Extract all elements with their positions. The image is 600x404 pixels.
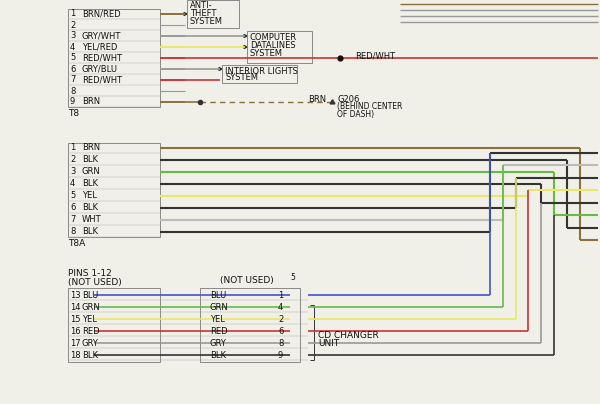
Text: GRN: GRN	[210, 303, 229, 311]
Text: 4: 4	[70, 179, 75, 189]
Text: 5: 5	[70, 53, 75, 63]
Text: GRY: GRY	[82, 339, 99, 347]
Text: 16: 16	[70, 326, 80, 335]
Text: GRY/WHT: GRY/WHT	[82, 32, 121, 40]
Text: BLK: BLK	[82, 179, 98, 189]
Text: THEFT: THEFT	[190, 8, 217, 17]
Text: 2: 2	[278, 314, 283, 324]
Bar	[247, 31, 312, 63]
Text: YEL/RED: YEL/RED	[82, 42, 118, 51]
Text: 6: 6	[278, 326, 283, 335]
Text: BRN: BRN	[308, 95, 326, 103]
Text: RED/WHT: RED/WHT	[355, 51, 395, 61]
Text: PINS 1-12: PINS 1-12	[68, 269, 112, 278]
Polygon shape	[219, 67, 222, 71]
Text: 6: 6	[70, 204, 76, 213]
Text: BLK: BLK	[82, 156, 98, 164]
Text: GRY/BLU: GRY/BLU	[82, 65, 118, 74]
Text: BRN: BRN	[82, 97, 100, 107]
Text: COMPUTER: COMPUTER	[250, 34, 297, 42]
Text: BRN: BRN	[82, 143, 100, 152]
Text: CD CHANGER: CD CHANGER	[318, 330, 379, 339]
Text: 14: 14	[70, 303, 80, 311]
Bar	[222, 65, 297, 83]
Text: 9: 9	[70, 97, 75, 107]
Text: BLU: BLU	[82, 290, 98, 299]
Text: 4: 4	[70, 42, 75, 51]
Text: BRN/RED: BRN/RED	[82, 10, 121, 19]
Text: 8: 8	[70, 227, 76, 236]
Text: SYSTEM: SYSTEM	[250, 50, 283, 59]
Text: RED: RED	[210, 326, 227, 335]
Text: 8: 8	[70, 86, 76, 95]
Text: 5: 5	[290, 273, 295, 282]
Text: 2: 2	[70, 21, 75, 29]
Text: OF DASH): OF DASH)	[337, 111, 374, 120]
Text: YEL: YEL	[210, 314, 225, 324]
Text: 18: 18	[70, 351, 80, 360]
Text: DATALINES: DATALINES	[250, 42, 296, 50]
Text: RED: RED	[82, 326, 100, 335]
Text: 6: 6	[70, 65, 76, 74]
Bar	[68, 288, 160, 362]
Text: BLK: BLK	[82, 351, 98, 360]
Text: SYSTEM: SYSTEM	[190, 17, 223, 25]
Text: YEL: YEL	[82, 314, 97, 324]
Text: 1: 1	[278, 290, 283, 299]
Text: YEL: YEL	[82, 191, 97, 200]
Bar	[200, 288, 300, 362]
Text: BLU: BLU	[210, 290, 226, 299]
Text: T8: T8	[68, 109, 79, 118]
Text: 7: 7	[70, 215, 76, 225]
Text: (NOT USED): (NOT USED)	[220, 276, 274, 286]
Text: 7: 7	[70, 76, 76, 84]
Text: UNIT: UNIT	[318, 339, 339, 349]
Text: (BEHIND CENTER: (BEHIND CENTER	[337, 103, 403, 112]
Text: 15: 15	[70, 314, 80, 324]
Text: T8A: T8A	[68, 240, 85, 248]
Polygon shape	[244, 46, 247, 48]
Text: RED/WHT: RED/WHT	[82, 53, 122, 63]
Text: 13: 13	[70, 290, 80, 299]
Text: GRY: GRY	[210, 339, 227, 347]
Text: 1: 1	[70, 143, 75, 152]
Text: 3: 3	[70, 32, 76, 40]
Text: 1: 1	[70, 10, 75, 19]
Text: G206: G206	[337, 95, 359, 103]
Text: INTERIOR LIGHTS: INTERIOR LIGHTS	[225, 67, 298, 76]
Text: 2: 2	[70, 156, 75, 164]
Bar	[68, 9, 160, 107]
Text: 5: 5	[70, 191, 75, 200]
Text: BLK: BLK	[82, 204, 98, 213]
Text: BLK: BLK	[82, 227, 98, 236]
Text: 17: 17	[70, 339, 80, 347]
Text: GRN: GRN	[82, 168, 101, 177]
Text: WHT: WHT	[82, 215, 101, 225]
Text: ANTI-: ANTI-	[190, 0, 212, 10]
Text: BLK: BLK	[210, 351, 226, 360]
Polygon shape	[184, 13, 187, 15]
Bar	[187, 0, 239, 28]
Polygon shape	[244, 34, 247, 38]
Text: RED/WHT: RED/WHT	[82, 76, 122, 84]
Bar	[68, 143, 160, 237]
Text: GRN: GRN	[82, 303, 101, 311]
Text: 9: 9	[278, 351, 283, 360]
Text: 4: 4	[278, 303, 283, 311]
Text: 8: 8	[278, 339, 283, 347]
Text: 3: 3	[70, 168, 76, 177]
Text: (NOT USED): (NOT USED)	[68, 278, 122, 288]
Text: SYSTEM: SYSTEM	[225, 74, 258, 82]
